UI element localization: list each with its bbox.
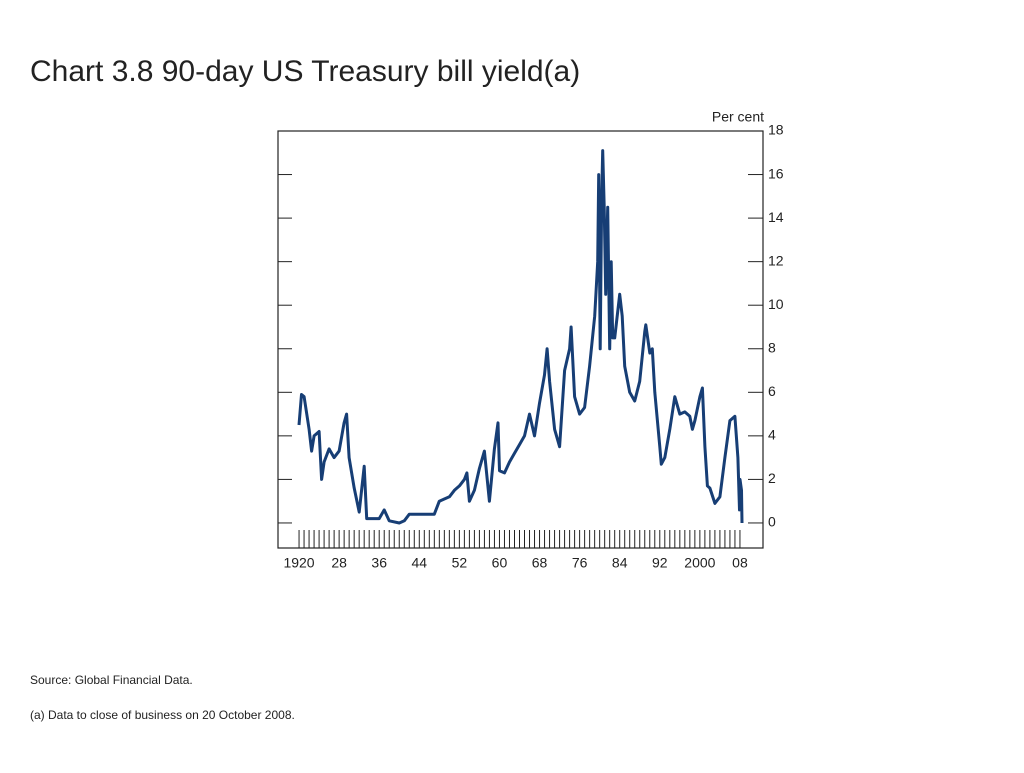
x-tick-label: 84 xyxy=(612,555,628,571)
y-tick-label: 8 xyxy=(768,339,776,355)
y-tick-label: 2 xyxy=(768,470,776,486)
yield-line xyxy=(297,149,744,525)
y-tick-label: 12 xyxy=(768,252,784,268)
note: (a) Data to close of business on 20 Octo… xyxy=(30,708,295,722)
x-tick-label: 36 xyxy=(371,555,387,571)
source: Source: Global Financial Data. xyxy=(30,673,193,687)
x-tick-label: 1920 xyxy=(283,555,314,571)
y-tick-label: 18 xyxy=(768,122,784,138)
y-tick-label: 0 xyxy=(768,514,776,530)
chart-title: Chart 3.8 90-day US Treasury bill yield(… xyxy=(30,55,580,88)
y-axis-label: Per cent xyxy=(712,109,764,125)
y-tick-label: 4 xyxy=(768,427,776,443)
x-tick-label: 92 xyxy=(652,555,668,571)
x-tick-label: 2000 xyxy=(684,555,715,571)
x-tick-label: 52 xyxy=(452,555,468,571)
x-tick-label: 76 xyxy=(572,555,588,571)
x-tick-label: 28 xyxy=(331,555,347,571)
x-tick-label: 60 xyxy=(492,555,508,571)
y-tick-label: 10 xyxy=(768,296,784,312)
y-tick-label: 16 xyxy=(768,165,784,181)
plot-frame xyxy=(277,130,764,549)
x-tick-label: 68 xyxy=(532,555,548,571)
x-tick-label: 44 xyxy=(412,555,428,571)
x-tick-label: 08 xyxy=(732,555,748,571)
y-tick-label: 6 xyxy=(768,383,776,399)
y-tick-label: 14 xyxy=(768,209,784,225)
